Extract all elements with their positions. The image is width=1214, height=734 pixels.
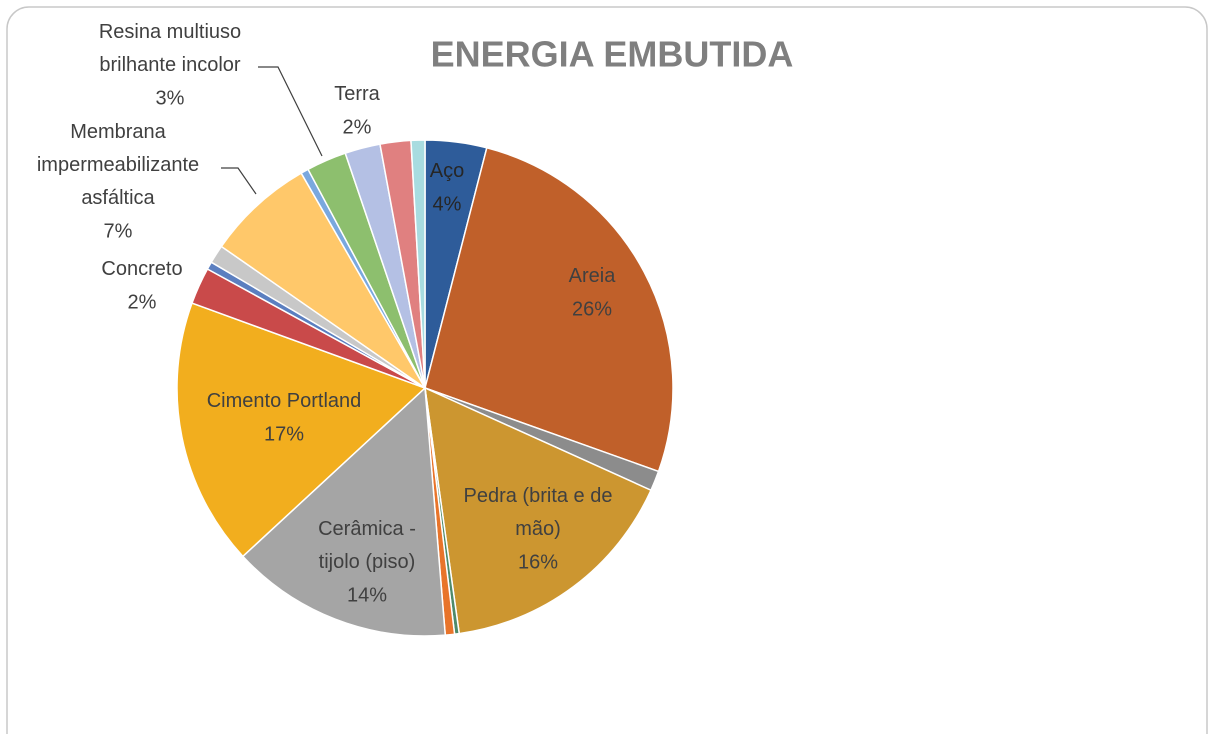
- label-line: tijolo (piso): [319, 551, 416, 573]
- slice-label: Pedra (brita e de mão): [464, 485, 613, 540]
- label-line: mão): [515, 518, 561, 540]
- slice-value-label: 17%: [264, 423, 304, 445]
- label-line: Terra: [334, 83, 380, 105]
- slice-label: Membrana impermeabilizante asfáltica: [37, 121, 199, 209]
- pie-slice: [424, 146, 674, 473]
- pie-slice: [176, 302, 427, 558]
- pie-slice: [241, 386, 447, 637]
- slice-value-label: 7%: [104, 220, 133, 242]
- slice-value-label: 3%: [156, 87, 185, 109]
- label-line: impermeabilizante: [37, 154, 199, 176]
- slice-value-label: 14%: [347, 584, 387, 606]
- label-line: Cimento Portland: [207, 390, 362, 412]
- slice-label: Resina multiuso brilhante incolor: [99, 21, 241, 76]
- slice-label: Areia: [569, 265, 617, 287]
- slice-value-label: 16%: [518, 551, 558, 573]
- slice-label: Cerâmica - tijolo (piso): [318, 518, 416, 573]
- leader-line: [258, 66, 323, 157]
- leader-line: [221, 167, 257, 195]
- label-line: Resina multiuso: [99, 21, 241, 43]
- label-line: brilhante incolor: [99, 54, 241, 76]
- label-line: Aço: [430, 160, 464, 182]
- slice-label: Terra: [334, 83, 380, 105]
- slice-value-label: 2%: [128, 291, 157, 313]
- label-line: Concreto: [101, 258, 182, 280]
- slice-label: Cimento Portland: [207, 390, 362, 412]
- label-line: Areia: [569, 265, 617, 287]
- slice-label: Aço: [430, 160, 464, 182]
- label-line: asfáltica: [81, 187, 155, 209]
- slice-value-label: 2%: [343, 116, 372, 138]
- label-line: Cerâmica -: [318, 518, 416, 540]
- slice-value-label: 4%: [433, 193, 462, 215]
- pie-slice: [424, 386, 652, 635]
- label-line: Membrana: [70, 121, 166, 143]
- slice-value-label: 26%: [572, 298, 612, 320]
- chart-title: ENERGIA EMBUTIDA: [431, 34, 794, 75]
- slice-label: Concreto: [101, 258, 182, 280]
- pie-slice: [410, 139, 426, 389]
- label-line: Pedra (brita e de: [464, 485, 613, 507]
- pie-slice: [220, 172, 426, 389]
